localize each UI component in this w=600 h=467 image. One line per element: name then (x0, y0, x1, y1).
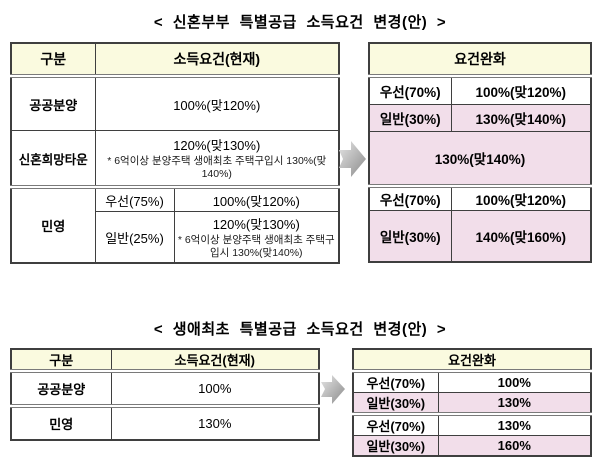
cell-value: 100%(맞120%) (173, 186, 340, 212)
cell-value: 120%(맞130%) (212, 217, 300, 233)
right-block-arrow-icon (321, 375, 345, 404)
table-header-row: 구분 소득요건(현재) (10, 348, 320, 373)
header-cell-relaxed: 요건완화 (368, 42, 592, 78)
cell-value: 130%(맞140%) (450, 104, 592, 132)
table-header-row: 요건완화 (368, 42, 592, 78)
newlywed-current-table: 구분 소득요건(현재) 공공분양 100%(맞120%) 신혼희망타운 120%… (10, 42, 341, 264)
row-label: 신혼희망타운 (10, 130, 96, 189)
row-public-sale: 공공분양 100%(맞120%) (10, 75, 340, 131)
row-label: 공공분양 (10, 370, 112, 408)
row-general-30: 일반(30%) 140%(맞160%) (368, 210, 592, 263)
cell-tier: 우선(75%) (94, 186, 175, 212)
row-private-general: 일반(25%) 120%(맞130%) * 6억이상 분양주택 생애최초 주택구… (11, 211, 340, 264)
cell-value: 130% (437, 392, 592, 416)
cell-value: 100% (437, 370, 592, 393)
section1-title: < 신혼부부 특별공급 소득요건 변경(안) > (153, 14, 447, 31)
first-home-current-table: 구분 소득요건(현재) 공공분양 100% 민영 130% (10, 348, 320, 441)
cell-tier: 일반(30%) (368, 104, 452, 132)
cell-value: 120%(맞130%) (173, 138, 261, 154)
cell-value: 100%(맞120%) (450, 185, 592, 211)
row-public-sale: 공공분양 100% (10, 370, 320, 408)
row-general-30: 일반(30%) 130%(맞140%) (368, 104, 592, 132)
header-cell-income-current: 소득요건(현재) (110, 348, 320, 373)
row-private-priority: 민영 우선(75%) 100%(맞120%) (10, 186, 340, 264)
cell-tier: 일반(30%) (368, 210, 452, 263)
cell-value: 140%(맞160%) (450, 210, 592, 263)
newlywed-relaxed-table: 요건완화 우선(70%) 100%(맞120%) 일반(30%) 130%(맞1… (368, 42, 592, 263)
row-merged-hope-town: 130%(맞140%) (368, 131, 592, 188)
cell-tier: 우선(70%) (352, 413, 439, 436)
cell-value: 130% (437, 413, 592, 436)
row-private: 민영 130% (10, 405, 320, 441)
cell-note: * 6억이상 분양주택 생애최초 주택구입시 130%(맞140%) (107, 155, 327, 180)
cell-tier: 우선(70%) (368, 75, 452, 105)
cell-value: 100%(맞120%) (450, 75, 592, 105)
header-cell-income-current: 소득요건(현재) (94, 42, 340, 78)
row-priority-70: 우선(70%) 100%(맞120%) (368, 185, 592, 211)
cell-merged-value: 130%(맞140%) (368, 131, 592, 188)
table-header-row: 요건완화 (352, 348, 592, 373)
cell-tier: 일반(30%) (352, 435, 439, 457)
cell-value: 100% (110, 370, 320, 408)
row-label: 민영 (10, 186, 96, 264)
row-priority-70: 우선(70%) 130% (352, 413, 592, 436)
first-home-relaxed-table: 요건완화 우선(70%) 100% 일반(30%) 130% 우선(70%) 1… (352, 348, 592, 457)
row-priority-70: 우선(70%) 100%(맞120%) (368, 75, 592, 105)
cell-tier: 우선(70%) (368, 185, 452, 211)
row-label: 공공분양 (10, 75, 96, 131)
cell-tier: 일반(30%) (352, 392, 439, 416)
row-general-30: 일반(30%) 160% (352, 435, 592, 457)
header-cell-category: 구분 (10, 348, 112, 373)
cell-note: * 6억이상 분양주택 생애최초 주택구입시 130%(맞140%) (177, 234, 335, 259)
cell-value-with-note: 120%(맞130%) * 6억이상 분양주택 생애최초 주택구입시 130%(… (173, 211, 340, 264)
cell-value: 130% (110, 405, 320, 441)
header-cell-category: 구분 (10, 42, 96, 78)
cell-tier: 일반(25%) (94, 211, 175, 264)
table-header-row: 구분 소득요건(현재) (10, 42, 340, 78)
cell-value: 160% (437, 435, 592, 457)
header-cell-relaxed: 요건완화 (352, 348, 592, 373)
section2-title: < 생애최초 특별공급 소득요건 변경(안) > (153, 321, 447, 338)
right-block-arrow-icon (339, 141, 366, 177)
cell-tier: 우선(70%) (352, 370, 439, 393)
row-general-30: 일반(30%) 130% (352, 392, 592, 416)
cell-value: 100%(맞120%) (94, 75, 340, 131)
row-priority-70: 우선(70%) 100% (352, 370, 592, 393)
row-label: 민영 (10, 405, 112, 441)
row-newlywed-hope-town: 신혼희망타운 120%(맞130%) * 6억이상 분양주택 생애최초 주택구입… (10, 130, 340, 189)
cell-value-with-note: 120%(맞130%) * 6억이상 분양주택 생애최초 주택구입시 130%(… (94, 130, 340, 189)
